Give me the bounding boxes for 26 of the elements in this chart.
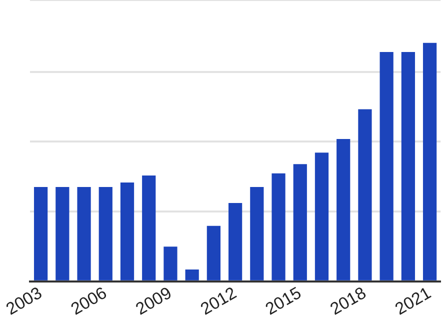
bar	[250, 186, 264, 280]
bar	[358, 109, 372, 280]
bar	[98, 186, 112, 280]
bar	[228, 202, 242, 280]
bar	[272, 173, 286, 280]
bar	[401, 52, 415, 280]
bar	[380, 52, 394, 280]
x-tick-label: 2015	[262, 283, 304, 319]
bar	[142, 176, 156, 280]
bar	[336, 139, 350, 280]
bar	[185, 270, 199, 280]
x-tick-label: 2003	[2, 283, 46, 319]
x-tick-label: 2018	[327, 283, 370, 319]
x-tick-label: 2009	[132, 283, 175, 319]
x-tick-label: 2021	[392, 283, 434, 319]
bar	[120, 182, 134, 280]
bar	[206, 226, 220, 280]
bar	[314, 152, 329, 280]
bar	[422, 42, 437, 280]
bar	[34, 186, 48, 280]
x-tick-label: 2006	[68, 283, 110, 319]
bar	[77, 186, 91, 280]
bar	[293, 164, 307, 280]
bar	[56, 186, 70, 280]
bar	[164, 246, 178, 280]
x-tick-label: 2012	[197, 283, 240, 319]
